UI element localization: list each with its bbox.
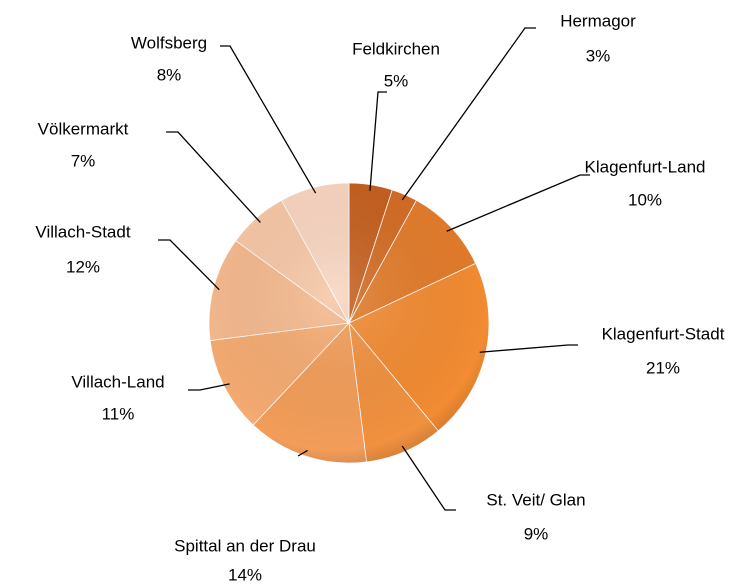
leader-line [401, 445, 456, 511]
value-label: 21% [646, 358, 680, 377]
leader-line [166, 131, 261, 223]
category-label: Völkermarkt [38, 119, 129, 138]
leader-line [220, 45, 317, 194]
category-label: Klagenfurt-Stadt [602, 324, 725, 343]
value-label: 10% [628, 190, 662, 209]
leader-line [479, 344, 578, 353]
leader-line [446, 174, 590, 232]
value-label: 3% [586, 46, 611, 65]
category-label: Hermagor [560, 11, 636, 30]
category-label: Feldkirchen [352, 39, 440, 58]
category-label: St. Veit/ Glan [486, 490, 585, 509]
leader-line [401, 27, 536, 201]
value-label: 14% [228, 565, 262, 584]
leader-line [158, 239, 220, 291]
value-label: 9% [524, 524, 549, 543]
leader-line [369, 91, 387, 191]
category-label: Villach-Land [71, 372, 164, 391]
value-label: 8% [157, 65, 182, 84]
category-label: Klagenfurt-Land [585, 157, 706, 176]
value-label: 12% [66, 257, 100, 276]
value-label: 11% [102, 404, 135, 423]
value-label: 7% [71, 151, 96, 170]
value-label: 5% [384, 71, 409, 90]
category-label: Spittal an der Drau [174, 536, 316, 555]
leader-line [188, 383, 230, 391]
category-label: Wolfsberg [131, 33, 207, 52]
category-label: Villach-Stadt [35, 222, 130, 241]
